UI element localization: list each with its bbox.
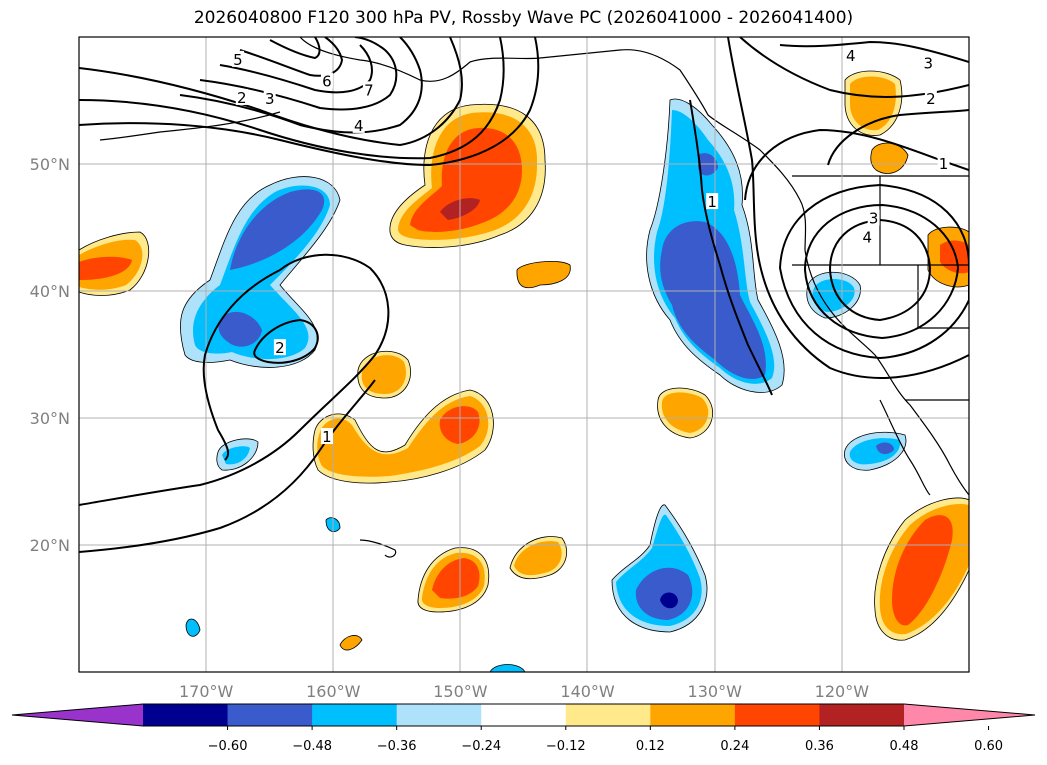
contour-label: 4 xyxy=(863,229,873,247)
lon-tick-label: 170°W xyxy=(179,682,234,701)
colorbar-tick-label: −0.12 xyxy=(546,739,586,754)
contour-label: 7 xyxy=(364,81,374,99)
contour-label-bg xyxy=(362,81,375,98)
contour-label: 3 xyxy=(924,55,934,73)
contour-label-bg xyxy=(231,50,244,67)
colorbar-tick-label: −0.48 xyxy=(292,739,332,754)
colorbar-extend-high xyxy=(904,704,1035,726)
lon-tick-labels: 170°W 160°W 150°W 140°W 130°W 120°W xyxy=(179,682,869,701)
lon-tick-label: 140°W xyxy=(560,682,615,701)
contour-label: 6 xyxy=(322,72,332,90)
colorbar-segment xyxy=(396,704,482,726)
lat-tick-label: 30°N xyxy=(30,409,70,428)
contour-label: 3 xyxy=(869,210,879,228)
colorbar-tick-label: 0.36 xyxy=(805,739,834,754)
contour-label-bg xyxy=(867,209,880,226)
lat-tick-label: 40°N xyxy=(30,282,70,301)
contour-label: 2 xyxy=(926,90,936,108)
colorbar-segment xyxy=(819,704,905,726)
colorbar-segment xyxy=(565,704,651,726)
contour-label: 2 xyxy=(275,339,285,357)
colorbar-segment xyxy=(734,704,820,726)
lon-tick-label: 150°W xyxy=(433,682,488,701)
colorbar-extend-low xyxy=(12,704,143,726)
colorbar-tick-label: 0.60 xyxy=(974,739,1003,754)
contour-label-bg xyxy=(937,155,950,171)
colorbar-tick-label: −0.60 xyxy=(208,739,248,754)
colorbar-outline xyxy=(11,703,1036,727)
contour-label-bg xyxy=(320,72,333,89)
contour-label-bg xyxy=(352,116,365,133)
gridlines xyxy=(79,37,969,672)
contour-label-bg xyxy=(273,339,286,356)
pv-contours xyxy=(79,37,969,553)
contour-label-bg xyxy=(320,428,333,445)
contour-label-bg xyxy=(924,90,937,107)
contour-label: 2 xyxy=(237,89,247,107)
contour-label-bg xyxy=(861,228,874,245)
colorbar-tick-label: 0.48 xyxy=(890,739,919,754)
contour-label: 4 xyxy=(846,47,856,65)
contour-label-bg xyxy=(844,47,857,64)
colorbar xyxy=(11,703,1036,727)
contour-label-bg xyxy=(706,193,719,210)
lon-tick-label: 130°W xyxy=(688,682,743,701)
lat-tick-labels: 20°N 30°N 40°N 50°N xyxy=(30,155,70,555)
contour-label: 1 xyxy=(707,193,717,211)
colorbar-tick-label: 0.24 xyxy=(720,739,749,754)
lon-tick-label: 120°W xyxy=(815,682,870,701)
map-title: 2026040800 F120 300 hPa PV, Rossby Wave … xyxy=(193,8,854,28)
colorbar-segment xyxy=(650,704,736,726)
contour-label: 1 xyxy=(939,155,949,173)
colorbar-tick-label: −0.36 xyxy=(377,739,417,754)
lat-tick-label: 20°N xyxy=(30,536,70,555)
colorbar-tick-labels: −0.60 −0.48 −0.36 −0.24 −0.12 0.12 0.24 0.36 0.4… xyxy=(208,726,1003,754)
contour-label: 3 xyxy=(265,90,275,108)
colorbar-tick-label: 0.12 xyxy=(636,739,665,754)
plot-frame xyxy=(78,36,970,673)
lon-tick-label: 160°W xyxy=(306,682,361,701)
contour-label: 4 xyxy=(354,117,364,135)
contour-label: 5 xyxy=(233,51,243,69)
lat-tick-label: 50°N xyxy=(30,155,70,174)
colorbar-segment xyxy=(143,704,229,726)
colorbar-segment xyxy=(312,704,398,726)
contour-label-bg xyxy=(235,88,248,105)
colorbar-segment xyxy=(227,704,313,726)
contour-label-bg xyxy=(263,90,276,107)
colorbar-tick-label: −0.24 xyxy=(461,739,501,754)
colorbar-segment xyxy=(481,704,567,726)
contour-label: 1 xyxy=(322,428,332,446)
contour-label-bg xyxy=(922,54,935,71)
